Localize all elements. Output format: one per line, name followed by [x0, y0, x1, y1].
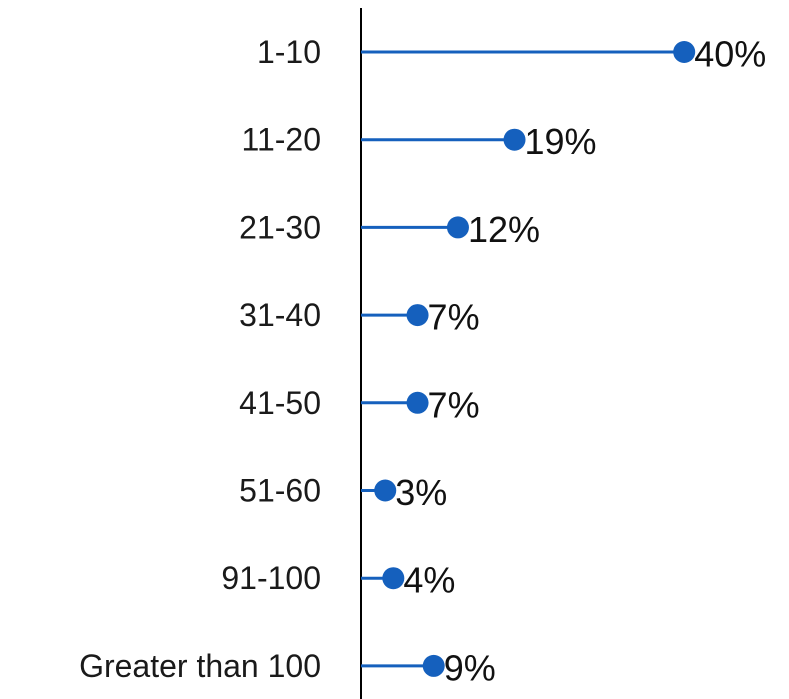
lollipop-dot	[406, 304, 429, 327]
category-label: 91-100	[221, 560, 321, 596]
category-label: 1-10	[257, 34, 321, 70]
category-label: 41-50	[239, 385, 321, 421]
lollipop-dot	[382, 567, 405, 590]
category-label: 51-60	[239, 473, 321, 509]
value-label: 4%	[403, 560, 455, 601]
value-label: 9%	[444, 647, 496, 688]
value-label: 12%	[468, 209, 540, 250]
lollipop-dot	[374, 479, 397, 502]
lollipop-dot	[406, 391, 429, 414]
lollipop-dot	[422, 654, 445, 677]
category-label: 31-40	[239, 297, 321, 333]
value-label: 3%	[395, 472, 447, 513]
lollipop-dot	[673, 41, 696, 63]
chart-marks: 1-10 40% 11-20 19% 21-30 12% 31-40 7% 41-50 7% 51-…	[79, 34, 766, 689]
lollipop-dot	[446, 216, 469, 239]
value-label: 7%	[428, 384, 480, 425]
category-label: 21-30	[239, 209, 321, 245]
category-label: 11-20	[242, 122, 321, 158]
value-label: 7%	[428, 297, 480, 338]
lollipop-dot	[503, 128, 526, 151]
value-label: 40%	[694, 34, 766, 75]
category-label: Greater than 100	[79, 648, 321, 684]
value-label: 19%	[525, 121, 597, 162]
